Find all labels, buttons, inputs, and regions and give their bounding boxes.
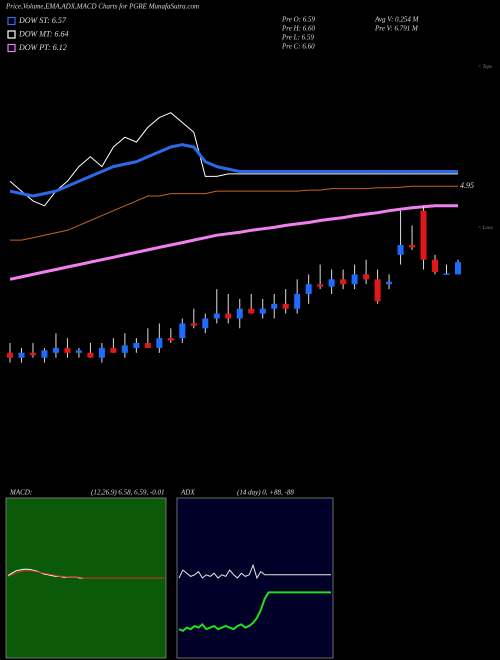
volume-note: Pre V: 6.791 M <box>374 25 419 33</box>
candle-body <box>259 308 266 314</box>
line-series <box>9 112 458 207</box>
legend-label: DOW MT: 6.64 <box>18 29 69 38</box>
line-series <box>7 570 164 579</box>
candle-body <box>64 347 71 353</box>
candle-body <box>98 347 105 358</box>
candle-body <box>420 210 427 260</box>
candle-body <box>110 347 117 353</box>
panel-title: MACD: <box>9 489 32 497</box>
candle-body <box>317 284 324 287</box>
candle-body <box>294 294 301 309</box>
candle-body <box>18 352 25 358</box>
candle-body <box>271 303 278 309</box>
legend-swatch <box>7 16 16 26</box>
candle-body <box>7 352 13 358</box>
panel-subtitle: (14 day) 0, +88, -88 <box>237 489 294 497</box>
candle-body <box>156 338 163 348</box>
candle-body <box>443 273 450 275</box>
candle-body <box>225 313 232 319</box>
candle-body <box>340 279 347 285</box>
line-series <box>9 143 458 198</box>
candle-body <box>121 345 128 353</box>
candle-body <box>409 245 416 248</box>
candle-body <box>374 279 381 302</box>
candle-body <box>87 352 94 358</box>
line-series <box>10 185 458 241</box>
price-note: Pre H: 6.60 <box>281 25 315 33</box>
volume-note: Avg V: 0.254 M <box>374 16 420 24</box>
candle-body <box>363 274 370 280</box>
candle-body <box>52 347 59 353</box>
price-note: Pre C: 6.60 <box>281 43 315 51</box>
legend-swatch <box>7 30 16 39</box>
candle-body <box>202 318 209 329</box>
legend-label: DOW ST: 6.57 <box>18 16 67 25</box>
price-note: Pre O: 6.59 <box>281 16 315 24</box>
candle-body <box>397 245 404 255</box>
candle-body <box>351 274 358 285</box>
panel-subtitle: (12,26,9) 6.58, 6.59, -0.01 <box>91 489 165 497</box>
panel-title: ADX <box>180 489 195 497</box>
line-series <box>178 591 331 632</box>
candle-body <box>213 313 220 319</box>
candle-body <box>179 323 186 339</box>
candle-body <box>282 303 289 309</box>
candle-body <box>432 259 439 272</box>
line-series <box>178 563 331 580</box>
candle-body <box>167 338 174 341</box>
panel-background <box>176 497 334 659</box>
candle-body <box>305 284 312 294</box>
level-label: 4.95 <box>460 181 474 190</box>
candle-body <box>248 308 255 314</box>
chart-title: Price,Volume,EMA,ADX,MACD Charts for PGR… <box>5 3 199 11</box>
legend-label: DOW PT: 6.12 <box>18 43 67 52</box>
candle-body <box>29 352 36 356</box>
price-note: Pre L: 6.59 <box>281 34 314 42</box>
candle-body <box>455 262 461 275</box>
candle-body <box>328 279 335 287</box>
candle-body <box>190 323 197 326</box>
candle-body <box>41 350 48 358</box>
candle-body <box>236 308 243 319</box>
legend-swatch <box>7 43 16 53</box>
line-series <box>9 204 458 281</box>
side-label: < Lows <box>478 226 493 231</box>
side-label: < Tops <box>478 65 492 70</box>
candle-body <box>386 281 393 285</box>
candle-body <box>144 343 151 348</box>
candle-body <box>75 350 82 353</box>
candle-body <box>133 343 140 348</box>
